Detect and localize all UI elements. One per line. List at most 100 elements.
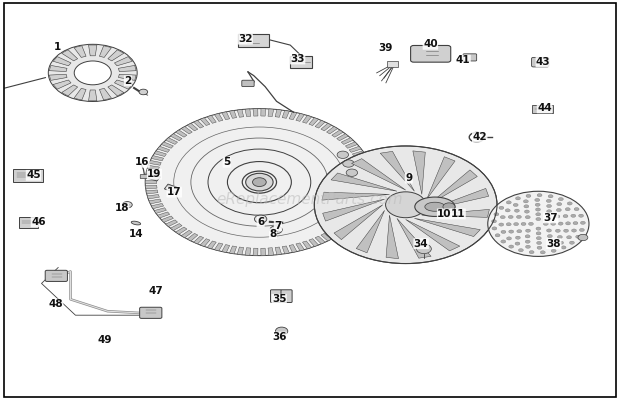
Text: 37: 37 xyxy=(543,213,558,223)
Polygon shape xyxy=(175,227,187,234)
Circle shape xyxy=(537,246,542,249)
Polygon shape xyxy=(397,218,431,258)
Polygon shape xyxy=(99,88,112,100)
Circle shape xyxy=(536,236,541,240)
FancyBboxPatch shape xyxy=(242,80,254,86)
Circle shape xyxy=(273,228,278,231)
Circle shape xyxy=(546,229,551,232)
Polygon shape xyxy=(245,248,250,255)
Polygon shape xyxy=(332,227,343,234)
Polygon shape xyxy=(268,109,273,116)
Circle shape xyxy=(558,222,563,225)
Polygon shape xyxy=(157,212,170,218)
Polygon shape xyxy=(61,50,78,61)
Polygon shape xyxy=(413,151,425,194)
Polygon shape xyxy=(166,138,177,144)
Polygon shape xyxy=(337,224,348,230)
Polygon shape xyxy=(115,57,132,66)
Circle shape xyxy=(526,245,531,248)
Polygon shape xyxy=(207,241,216,249)
Polygon shape xyxy=(53,80,71,89)
Circle shape xyxy=(557,202,562,206)
Polygon shape xyxy=(332,130,343,137)
Polygon shape xyxy=(337,134,348,141)
Polygon shape xyxy=(154,151,166,156)
Circle shape xyxy=(523,200,528,203)
Polygon shape xyxy=(303,116,312,123)
Text: 14: 14 xyxy=(128,229,143,239)
Polygon shape xyxy=(261,248,266,256)
Text: 42: 42 xyxy=(472,132,487,142)
FancyBboxPatch shape xyxy=(19,217,38,228)
Circle shape xyxy=(501,240,506,243)
Circle shape xyxy=(509,245,514,248)
Circle shape xyxy=(521,222,526,226)
Polygon shape xyxy=(360,165,371,170)
Polygon shape xyxy=(282,110,290,118)
Polygon shape xyxy=(352,208,365,214)
Polygon shape xyxy=(50,65,67,72)
Circle shape xyxy=(537,241,541,244)
Circle shape xyxy=(254,215,267,223)
Polygon shape xyxy=(181,126,192,134)
Circle shape xyxy=(525,240,530,243)
FancyBboxPatch shape xyxy=(290,56,312,68)
Polygon shape xyxy=(380,151,414,191)
Circle shape xyxy=(536,227,541,230)
Text: 17: 17 xyxy=(167,187,182,197)
Polygon shape xyxy=(215,243,223,251)
Circle shape xyxy=(537,194,542,197)
Circle shape xyxy=(386,192,426,218)
Circle shape xyxy=(564,229,569,232)
Polygon shape xyxy=(322,192,389,200)
Circle shape xyxy=(145,109,374,256)
Circle shape xyxy=(258,218,263,221)
Polygon shape xyxy=(108,85,124,96)
Circle shape xyxy=(506,223,511,226)
Text: 8: 8 xyxy=(269,229,277,239)
Polygon shape xyxy=(355,204,368,209)
Circle shape xyxy=(536,232,541,235)
Circle shape xyxy=(492,220,497,223)
Polygon shape xyxy=(170,224,182,230)
Circle shape xyxy=(474,135,480,139)
Circle shape xyxy=(567,202,572,205)
Polygon shape xyxy=(222,112,229,120)
Circle shape xyxy=(548,195,553,198)
Polygon shape xyxy=(303,241,312,249)
Circle shape xyxy=(499,223,503,226)
Polygon shape xyxy=(362,180,373,184)
Text: 19: 19 xyxy=(148,169,162,179)
Polygon shape xyxy=(427,188,489,210)
Circle shape xyxy=(524,205,529,208)
Text: 2: 2 xyxy=(124,76,131,86)
FancyBboxPatch shape xyxy=(531,57,549,67)
Circle shape xyxy=(74,61,111,85)
Polygon shape xyxy=(358,199,370,204)
Circle shape xyxy=(546,199,551,202)
Polygon shape xyxy=(193,120,204,128)
Polygon shape xyxy=(422,209,489,217)
FancyBboxPatch shape xyxy=(270,290,281,302)
Polygon shape xyxy=(349,212,361,218)
Circle shape xyxy=(417,244,432,254)
Circle shape xyxy=(518,249,523,252)
Polygon shape xyxy=(275,247,281,255)
Polygon shape xyxy=(215,114,223,121)
Text: 49: 49 xyxy=(98,335,112,345)
FancyBboxPatch shape xyxy=(140,307,162,318)
FancyBboxPatch shape xyxy=(13,169,43,182)
Circle shape xyxy=(578,234,588,241)
Circle shape xyxy=(252,178,266,186)
Text: 43: 43 xyxy=(536,57,551,67)
Circle shape xyxy=(576,235,580,238)
Polygon shape xyxy=(193,236,204,244)
Polygon shape xyxy=(118,74,136,80)
Polygon shape xyxy=(253,248,258,256)
Polygon shape xyxy=(321,233,332,241)
Circle shape xyxy=(556,229,560,232)
Polygon shape xyxy=(207,116,216,123)
Polygon shape xyxy=(157,146,170,152)
Polygon shape xyxy=(74,88,86,100)
Text: 40: 40 xyxy=(423,39,438,49)
